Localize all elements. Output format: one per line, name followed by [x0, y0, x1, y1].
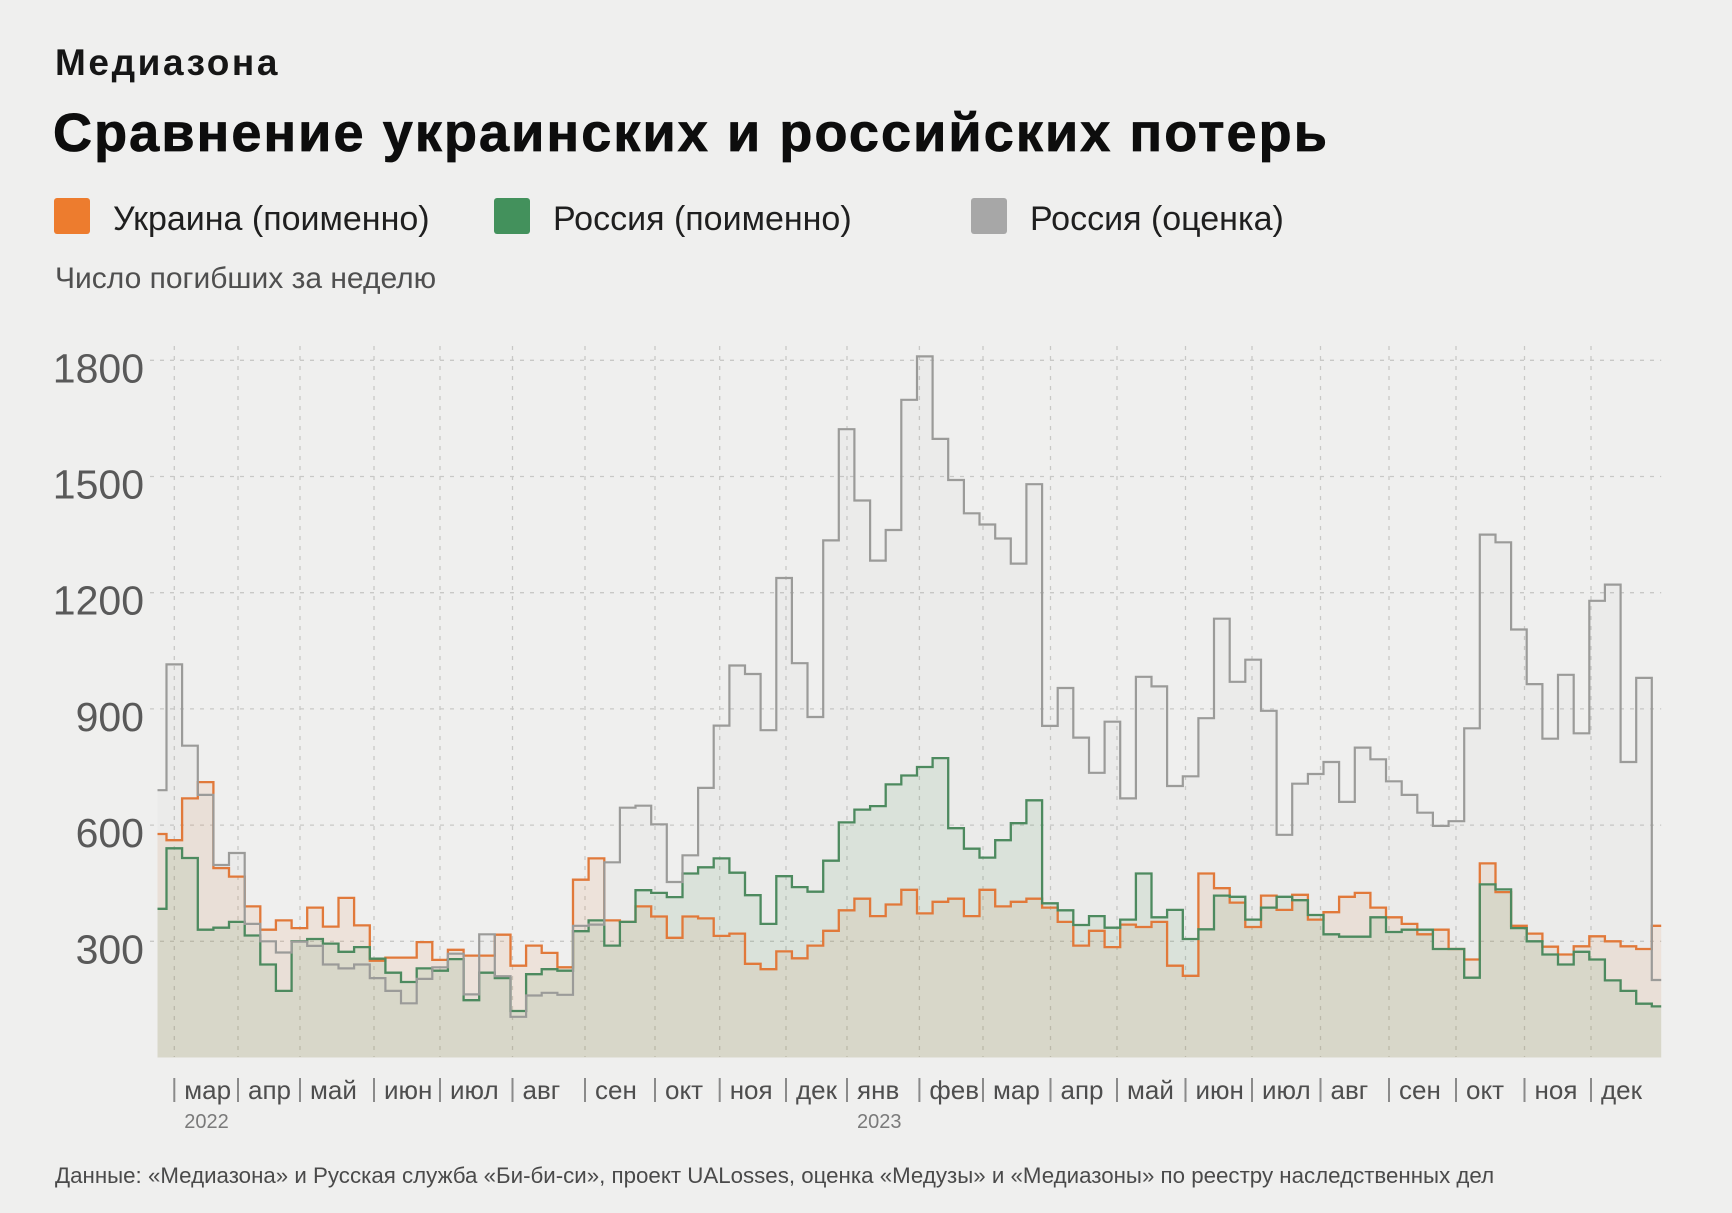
svg-text:окт: окт: [1466, 1075, 1504, 1105]
svg-text:авг: авг: [523, 1075, 561, 1105]
svg-text:ноя: ноя: [1535, 1075, 1578, 1105]
svg-text:600: 600: [76, 810, 144, 856]
svg-text:1800: 1800: [53, 345, 144, 391]
svg-text:янв: янв: [857, 1075, 899, 1105]
svg-text:300: 300: [76, 926, 144, 972]
svg-text:окт: окт: [665, 1075, 703, 1105]
svg-text:май: май: [310, 1075, 357, 1105]
svg-text:сен: сен: [1399, 1075, 1441, 1105]
svg-text:июн: июн: [1196, 1075, 1244, 1105]
svg-text:900: 900: [76, 694, 144, 740]
svg-text:апр: апр: [1061, 1075, 1104, 1105]
svg-text:2022: 2022: [184, 1111, 229, 1133]
svg-text:апр: апр: [248, 1075, 291, 1105]
svg-text:май: май: [1127, 1075, 1174, 1105]
svg-text:дек: дек: [796, 1075, 838, 1105]
svg-text:2023: 2023: [857, 1111, 902, 1133]
svg-text:июл: июл: [450, 1075, 499, 1105]
svg-text:фев: фев: [929, 1075, 979, 1105]
svg-text:мар: мар: [184, 1075, 231, 1105]
svg-text:сен: сен: [595, 1075, 637, 1105]
svg-text:июл: июл: [1262, 1075, 1311, 1105]
svg-text:1500: 1500: [53, 462, 144, 508]
svg-text:ноя: ноя: [730, 1075, 773, 1105]
svg-text:мар: мар: [993, 1075, 1040, 1105]
svg-text:июн: июн: [384, 1075, 432, 1105]
svg-text:1200: 1200: [53, 578, 144, 624]
svg-text:авг: авг: [1331, 1075, 1369, 1105]
svg-text:дек: дек: [1601, 1075, 1643, 1105]
